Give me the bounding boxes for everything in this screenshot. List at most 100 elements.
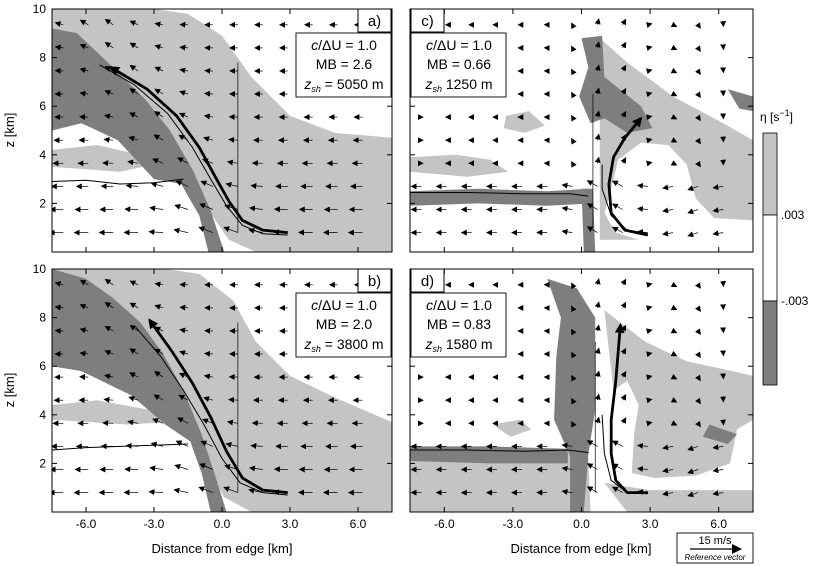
wind-vector xyxy=(103,396,114,403)
wind-vector xyxy=(662,490,674,497)
wind-vector xyxy=(662,467,674,474)
thin-trajectory xyxy=(99,64,288,236)
wind-vector xyxy=(199,463,214,470)
x-tick-label: -6.0 xyxy=(434,517,455,531)
parameter-box xyxy=(410,292,507,358)
wind-vector xyxy=(695,114,701,122)
wind-vector xyxy=(571,161,577,168)
wind-vector xyxy=(79,303,89,310)
wind-vector xyxy=(670,350,678,357)
wind-vector xyxy=(636,442,648,449)
wind-vector xyxy=(149,205,164,212)
wind-vector xyxy=(620,370,627,378)
colorbar-positive-swatch xyxy=(762,132,778,216)
wind-vector xyxy=(646,351,653,358)
wind-vector xyxy=(620,110,627,118)
wind-vector xyxy=(571,22,577,30)
cold-pool-edge-line xyxy=(410,192,589,197)
wind-vector xyxy=(54,327,64,334)
wind-vector xyxy=(646,160,653,167)
wind-vector xyxy=(79,90,89,97)
wind-vector xyxy=(154,21,164,28)
wind-vector xyxy=(620,278,627,286)
wind-vector xyxy=(695,160,701,168)
wind-vector xyxy=(129,302,139,309)
wind-vector xyxy=(594,393,601,401)
y-tick-label: 2 xyxy=(39,456,46,470)
wind-vector xyxy=(104,278,114,286)
wind-vector xyxy=(79,327,89,334)
wind-vector xyxy=(129,20,139,27)
wind-vector xyxy=(129,42,139,49)
wind-vector xyxy=(149,465,164,472)
wind-vector xyxy=(636,182,648,189)
wind-vector xyxy=(695,374,701,382)
wind-vector xyxy=(670,304,678,311)
wind-vector xyxy=(695,351,701,359)
wind-vector xyxy=(104,326,114,332)
wind-vector xyxy=(571,91,577,99)
wind-vector xyxy=(695,282,701,289)
wind-vector xyxy=(670,281,678,288)
wind-vector xyxy=(79,350,89,357)
wind-vector xyxy=(104,113,114,120)
wind-vector xyxy=(127,159,139,166)
wind-vector xyxy=(179,90,189,96)
wind-vector xyxy=(104,42,114,49)
wind-vector xyxy=(670,160,678,166)
wind-vector xyxy=(179,67,189,74)
panel-label-box xyxy=(410,268,445,293)
wind-vector xyxy=(620,417,627,424)
negative-vorticity-region xyxy=(727,89,753,112)
y-axis-title-top: z [km] xyxy=(2,113,17,148)
wind-vector xyxy=(594,156,601,164)
y-tick-label: 10 xyxy=(33,262,47,276)
wind-vector xyxy=(636,466,648,472)
panel-label: c) xyxy=(421,13,434,30)
thick-trajectory xyxy=(607,116,649,237)
reference-vector-speed: 15 m/s xyxy=(698,535,732,547)
wind-vector xyxy=(646,305,653,312)
parameter-mb: MB = 0.83 xyxy=(427,316,491,332)
wind-vector xyxy=(129,372,139,378)
panel-label: d) xyxy=(421,273,434,290)
x-tick-label: 0.0 xyxy=(573,517,590,531)
y-tick-label: 8 xyxy=(39,311,46,325)
wind-vector xyxy=(148,489,164,496)
wind-vector xyxy=(670,397,678,403)
wind-vector xyxy=(154,281,164,288)
thick-trajectory xyxy=(148,318,288,494)
parameter-ratio: c/ΔU = 1.0 xyxy=(426,297,492,313)
wind-vector xyxy=(687,185,699,191)
wind-vector xyxy=(249,465,263,472)
wind-vector xyxy=(250,442,263,449)
wind-vector xyxy=(611,180,623,187)
wind-vector xyxy=(571,68,577,76)
wind-vector xyxy=(571,328,577,336)
wind-vector xyxy=(250,182,263,189)
wind-vector xyxy=(670,67,678,74)
wind-vector xyxy=(198,226,214,233)
wind-vector xyxy=(687,231,699,238)
wind-vector xyxy=(611,440,623,447)
wind-vector xyxy=(670,373,678,380)
wind-vector xyxy=(199,203,214,210)
wind-vector xyxy=(129,348,139,355)
cold-pool-edge-line xyxy=(52,443,189,451)
wind-vector xyxy=(561,465,573,472)
thick-trajectory xyxy=(109,66,288,234)
wind-vector xyxy=(712,230,724,237)
positive-vorticity-region xyxy=(52,400,170,425)
wind-vector xyxy=(571,137,577,145)
wind-vector xyxy=(54,44,64,51)
wind-vector xyxy=(153,134,164,141)
wind-vector xyxy=(594,87,601,95)
wind-vector xyxy=(179,44,189,51)
parameter-mb: MB = 2.0 xyxy=(316,316,373,332)
reference-vector: 15 m/s Reference vector xyxy=(676,532,754,564)
wind-vector xyxy=(203,136,213,142)
parameter-ratio: c/ΔU = 1.0 xyxy=(311,37,377,53)
wind-vector xyxy=(594,370,601,378)
wind-vector xyxy=(670,44,678,51)
